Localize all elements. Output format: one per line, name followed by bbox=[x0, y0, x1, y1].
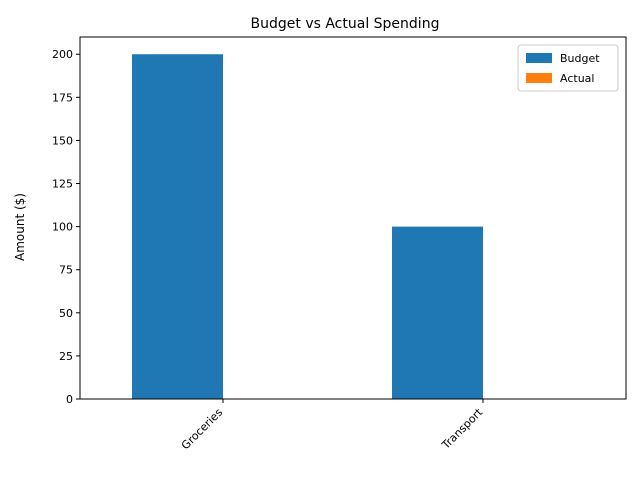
y-tick-label: 125 bbox=[52, 178, 73, 191]
legend-swatch-budget bbox=[526, 53, 552, 63]
y-tick-label: 0 bbox=[66, 393, 73, 406]
plot-area bbox=[79, 36, 627, 400]
legend-label-actual: Actual bbox=[560, 72, 594, 85]
plot-frame bbox=[79, 36, 627, 400]
x-axis: Groceries Transport bbox=[179, 399, 486, 452]
y-tick-label: 25 bbox=[59, 350, 73, 363]
bar-budget-groceries bbox=[132, 54, 223, 399]
y-tick-label: 75 bbox=[59, 264, 73, 277]
legend: Budget Actual bbox=[517, 44, 619, 92]
legend-swatch-actual bbox=[526, 73, 552, 83]
y-tick-label: 50 bbox=[59, 307, 73, 320]
y-tick-label: 175 bbox=[52, 91, 73, 104]
legend-label-budget: Budget bbox=[560, 52, 600, 65]
y-tick-label: 150 bbox=[52, 134, 73, 147]
y-axis-label: Amount ($) bbox=[13, 193, 27, 261]
y-axis: 0 25 50 75 100 125 150 175 200 bbox=[52, 48, 80, 406]
x-tick-label: Transport bbox=[439, 405, 486, 452]
bar-budget-transport bbox=[392, 226, 483, 399]
x-tick-label: Groceries bbox=[179, 406, 225, 452]
chart-title: Budget vs Actual Spending bbox=[251, 16, 440, 32]
y-tick-label: 100 bbox=[52, 221, 73, 234]
y-tick-label: 200 bbox=[52, 48, 73, 61]
